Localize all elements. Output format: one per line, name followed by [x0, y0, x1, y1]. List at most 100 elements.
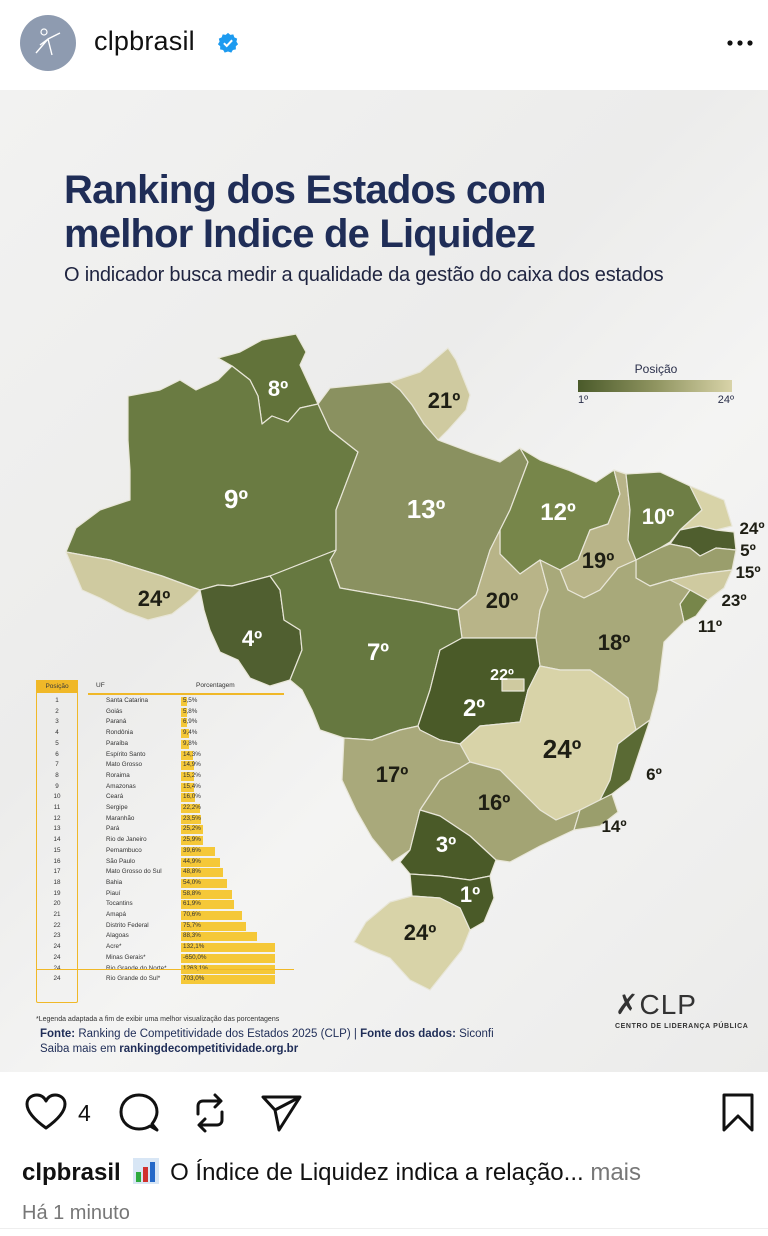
label-sc: 1º [460, 882, 480, 907]
label-pe: 15º [735, 563, 760, 582]
table-row: 10 Ceará 16,0% [36, 792, 286, 803]
table-row: 19 Piauí 58,8% [36, 889, 286, 900]
header-uf: UF [96, 682, 105, 689]
row-bar [181, 921, 247, 931]
verified-badge-icon [217, 32, 239, 53]
table-row: 12 Maranhão 23,5% [36, 814, 286, 825]
row-bar [181, 900, 235, 910]
row-position: 5 [55, 739, 59, 747]
row-percent: 14,3% [183, 750, 201, 758]
row-bar [181, 878, 228, 888]
row-position: 10 [53, 793, 61, 801]
row-position: 3 [55, 718, 59, 726]
caption-more-link[interactable]: mais [590, 1159, 641, 1186]
row-percent: 54,0% [183, 878, 201, 886]
row-bar [181, 889, 232, 899]
data-source-label: Fonte dos dados: [360, 1028, 456, 1040]
header-divider [88, 693, 284, 695]
row-position: 24 [53, 964, 61, 972]
label-rn: 24º [739, 519, 764, 538]
row-position: 9 [55, 782, 59, 790]
row-percent: -650,0% [183, 953, 207, 961]
username[interactable]: clpbrasil [94, 26, 195, 56]
save-button[interactable] [720, 1092, 756, 1139]
legend-label: Posição [634, 362, 678, 376]
label-sp: 16º [478, 790, 511, 815]
comment-button[interactable] [118, 1092, 160, 1139]
caption-username[interactable]: clpbrasil [22, 1159, 121, 1186]
row-percent: 58,8% [183, 889, 201, 897]
row-percent: 75,7% [183, 921, 201, 929]
row-position: 6 [55, 750, 59, 758]
row-bar [181, 911, 242, 920]
source-text: Ranking de Competitividade dos Estados 2… [78, 1028, 357, 1040]
table-row: 4 Rondônia 9,4% [36, 728, 286, 739]
label-ce: 10º [642, 504, 675, 529]
post-image[interactable]: Ranking dos Estados com melhor Indice de… [0, 90, 768, 1072]
row-percent: 14,9% [183, 761, 201, 769]
logo-subtitle: CENTRO DE LIDERANÇA PÚBLICA [615, 1023, 749, 1030]
row-percent: 39,6% [183, 846, 201, 854]
label-mt: 7º [367, 639, 389, 666]
avatar[interactable] [20, 15, 76, 71]
source-line: Fonte: Ranking de Competitividade dos Es… [40, 1028, 494, 1040]
row-percent: 132,1% [183, 943, 205, 951]
label-am: 9º [224, 484, 248, 514]
state-ce [625, 471, 703, 561]
more-info-line: Saiba mais em rankingdecompetitividade.o… [40, 1043, 298, 1055]
row-uf: Amapá [106, 911, 126, 918]
row-position: 24 [53, 975, 61, 983]
timestamp: Há 1 minuto [22, 1202, 130, 1224]
table-row: 14 Rio de Janeiro 25,9% [36, 835, 286, 846]
header-position: Posição [36, 680, 78, 693]
like-count[interactable]: 4 [78, 1100, 91, 1126]
row-position: 13 [53, 825, 61, 833]
state-df [501, 678, 525, 692]
label-to: 20º [486, 588, 519, 613]
row-bar [181, 729, 190, 739]
repost-button[interactable] [190, 1092, 230, 1139]
label-pi: 19º [582, 548, 615, 573]
row-position: 11 [53, 804, 61, 811]
row-uf: Mato Grosso do Sul [106, 868, 162, 876]
row-uf: Roraima [106, 771, 130, 779]
row-uf: Piauí [106, 889, 121, 897]
row-position: 16 [53, 857, 61, 865]
state-rs [353, 895, 471, 991]
row-uf: Bahia [106, 878, 123, 886]
row-bar [181, 718, 187, 728]
row-bar [181, 793, 195, 803]
more-info-link: rankingdecompetitividade.org.br [119, 1043, 299, 1055]
table-row: 23 Alagoas 88,3% [36, 931, 286, 942]
row-percent: 22,2% [183, 804, 201, 811]
label-se: 11º [698, 617, 722, 636]
row-percent: 25,2% [183, 825, 201, 833]
row-bar [181, 953, 275, 963]
infographic-subtitle: O indicador busca medir a qualidade da g… [64, 264, 664, 286]
row-bar [181, 868, 223, 878]
row-percent: 5,8% [183, 707, 198, 715]
like-button[interactable] [24, 1092, 68, 1137]
table-row: 15 Pernambuco 39,6% [36, 846, 286, 857]
source-label: Fonte: [40, 1028, 76, 1040]
row-percent: 88,3% [183, 932, 201, 940]
row-uf: Rio de Janeiro [106, 836, 147, 844]
row-position: 1 [55, 697, 59, 704]
row-percent: 9,4% [183, 729, 198, 737]
table-row: 22 Distrito Federal 75,7% [36, 921, 286, 932]
row-position: 17 [53, 868, 61, 876]
row-bar [181, 697, 187, 706]
more-options-button[interactable] [726, 28, 754, 48]
table-row: 24 Acre* 132,1% [36, 942, 286, 953]
table-row: 2 Goiás 5,8% [36, 707, 286, 718]
row-percent: 15,2% [183, 771, 201, 779]
bar-chart-emoji-icon [133, 1158, 160, 1184]
row-percent: 15,4% [183, 782, 201, 790]
share-button[interactable] [260, 1092, 304, 1139]
row-bar [181, 739, 190, 749]
data-source-text: Siconfi [459, 1028, 494, 1040]
row-uf: Pernambuco [106, 846, 142, 854]
row-position: 4 [55, 729, 59, 737]
label-ap: 21º [428, 388, 461, 413]
label-es: 6º [646, 765, 662, 784]
